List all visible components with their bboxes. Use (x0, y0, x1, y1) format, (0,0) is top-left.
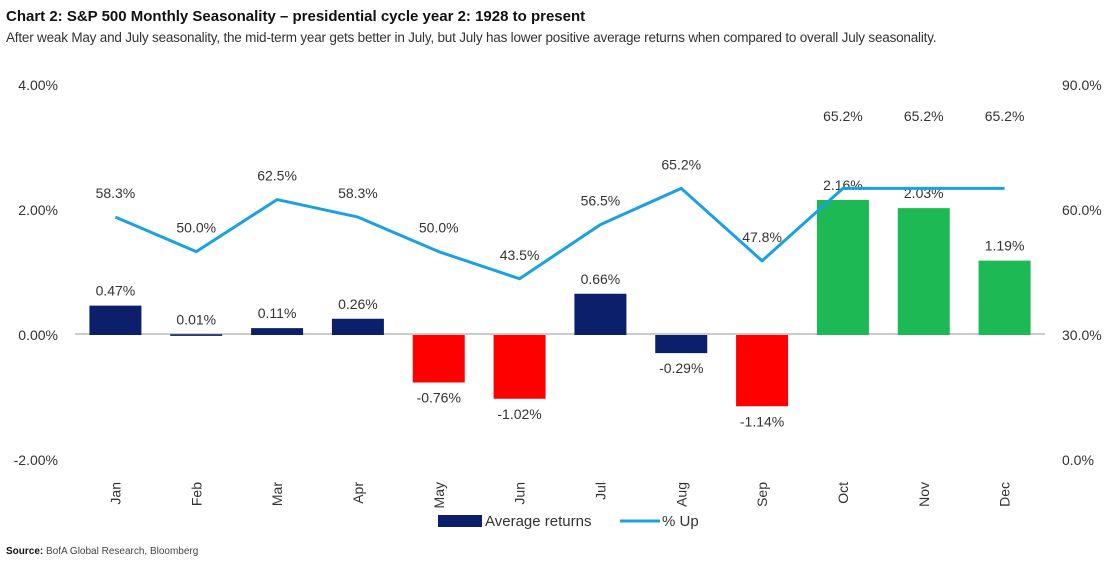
left-axis-tick-label: 4.00% (18, 77, 58, 93)
bar-jun (493, 335, 546, 399)
chart: 4.00% 2.00% 0.00% -2.00% 90.0% 60.0% 30.0% 0.0%… (14, 77, 1102, 530)
source-label: Source: (6, 546, 44, 557)
x-axis-tick-label: Mar (269, 482, 285, 506)
right-axis-tick-label: 0.0% (1062, 452, 1094, 468)
right-axis-tick-label: 90.0% (1062, 77, 1102, 93)
chart-title: Chart 2: S&P 500 Monthly Seasonality – p… (6, 8, 586, 25)
source-text: BofA Global Research, Bloomberg (46, 546, 199, 557)
pct-up-value-label: 65.2% (904, 108, 944, 124)
x-axis-tick-label: May (431, 482, 447, 508)
bar-oct (816, 200, 869, 335)
pct-up-value-label: 58.3% (338, 185, 378, 201)
x-axis-tick-label: Dec (997, 482, 1013, 507)
pct-up-value-label: 50.0% (419, 220, 459, 236)
bar-sep (736, 335, 789, 407)
x-axis-tick-label: Jun (512, 482, 528, 505)
pct-up-value-label: 56.5% (581, 193, 621, 209)
bar-value-label: 0.66% (581, 271, 621, 287)
pct-up-value-label: 62.5% (257, 168, 297, 184)
bar-nov (897, 208, 950, 335)
bar-apr (331, 318, 384, 335)
bar-value-label: 0.47% (96, 283, 136, 299)
chart-subtitle: After weak May and July seasonality, the… (6, 30, 937, 45)
source-note: Source: BofA Global Research, Bloomberg (6, 546, 198, 557)
bar-dec (978, 260, 1031, 335)
x-axis-tick-label: Jul (592, 482, 608, 500)
bar-value-label: -1.14% (740, 413, 784, 429)
bar-may (412, 335, 465, 383)
pct-up-value-label: 65.2% (823, 108, 863, 124)
bar-value-label: 0.26% (338, 296, 378, 312)
x-axis-tick-label: Apr (350, 482, 366, 504)
right-axis-tick-label: 30.0% (1062, 327, 1102, 343)
legend-label-pct-up: % Up (662, 513, 699, 530)
left-axis-tick-label: -2.00% (14, 452, 58, 468)
x-axis-tick-label: Feb (188, 482, 204, 506)
bar-value-label: -0.76% (417, 390, 461, 406)
x-axis-tick-label: Sep (754, 482, 770, 507)
pct-up-value-label: 50.0% (176, 220, 216, 236)
x-axis-tick-label: Oct (835, 482, 851, 504)
bar-feb (170, 334, 223, 336)
bar-value-label: 1.19% (985, 238, 1025, 254)
pct-up-value-label: 43.5% (500, 247, 540, 263)
bar-value-label: 0.01% (176, 311, 216, 327)
bar-jan (89, 305, 142, 335)
x-axis-tick-label: Nov (916, 482, 932, 507)
left-axis-tick-label: 2.00% (18, 202, 58, 218)
pct-up-line (114, 186, 1005, 281)
right-axis-tick-label: 60.0% (1062, 202, 1102, 218)
bar-value-label: -1.02% (497, 406, 541, 422)
x-axis-tick-label: Jan (107, 482, 123, 505)
legend-label-average-returns: Average returns (485, 513, 591, 530)
pct-up-value-label: 47.8% (742, 229, 782, 245)
bar-value-label: 0.11% (258, 305, 297, 321)
pct-up-value-label: 65.2% (985, 108, 1025, 124)
pct-up-value-label: 65.2% (661, 156, 701, 172)
pct-up-value-label: 58.3% (96, 185, 136, 201)
legend-swatch-average-returns (438, 515, 482, 527)
bar-mar (251, 328, 304, 335)
bar-value-label: 2.16% (823, 177, 863, 193)
x-axis-tick-label: Aug (673, 482, 689, 507)
bar-jul (574, 293, 627, 335)
bar-value-label: -0.29% (659, 360, 703, 376)
bar-aug (655, 335, 708, 354)
left-axis-tick-label: 0.00% (18, 327, 58, 343)
